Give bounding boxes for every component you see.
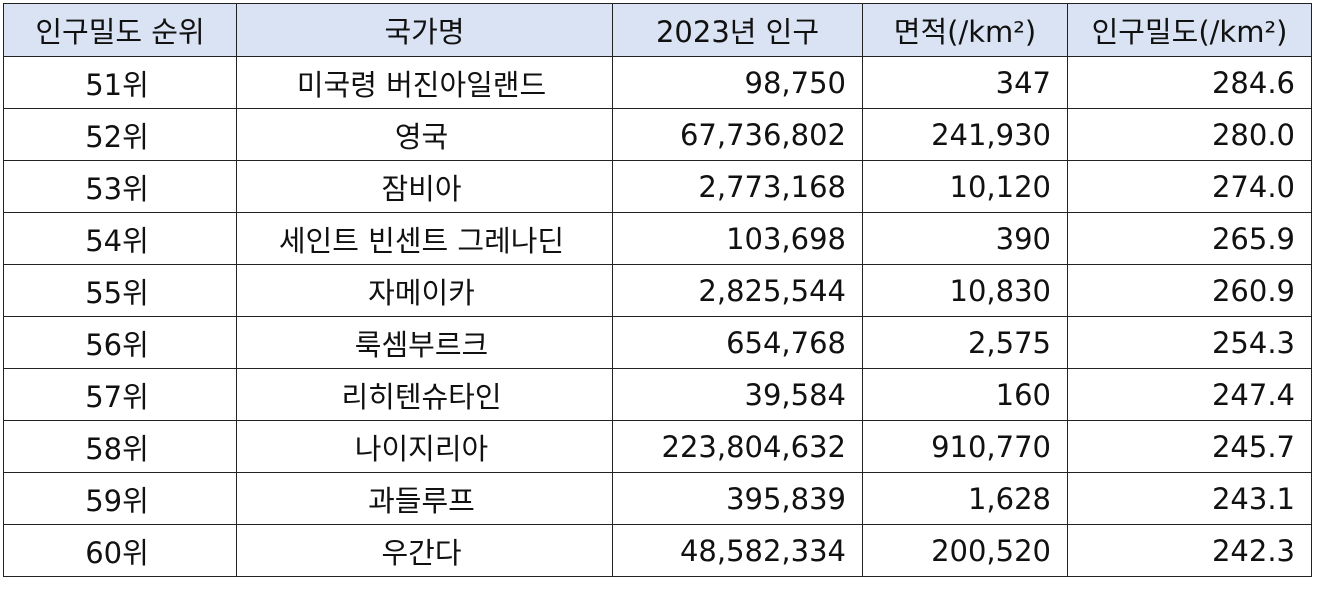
country-cell: 미국령 버진아일랜드 xyxy=(236,56,613,109)
population-cell: 395,839 xyxy=(612,472,863,525)
rank-cell: 57위 xyxy=(3,368,237,421)
density-cell: 274.0 xyxy=(1067,160,1312,213)
area-cell: 241,930 xyxy=(862,108,1068,161)
population-cell: 103,698 xyxy=(612,212,863,265)
header-density: 인구밀도(/km²) xyxy=(1067,3,1312,57)
population-cell: 98,750 xyxy=(612,56,863,109)
table-row: 59위 과들루프 395,839 1,628 243.1 xyxy=(3,472,1312,525)
country-cell: 과들루프 xyxy=(236,472,613,525)
population-cell: 2,825,544 xyxy=(612,264,863,317)
country-cell: 리히텐슈타인 xyxy=(236,368,613,421)
header-area: 면적(/km²) xyxy=(862,3,1068,57)
area-cell: 390 xyxy=(862,212,1068,265)
rank-cell: 52위 xyxy=(3,108,237,161)
density-cell: 280.0 xyxy=(1067,108,1312,161)
rank-cell: 56위 xyxy=(3,316,237,369)
population-density-table: 인구밀도 순위 국가명 2023년 인구 면적(/km²) 인구밀도(/km²)… xyxy=(3,3,1312,577)
country-cell: 자메이카 xyxy=(236,264,613,317)
rank-cell: 55위 xyxy=(3,264,237,317)
country-cell: 우간다 xyxy=(236,524,613,577)
header-rank: 인구밀도 순위 xyxy=(3,3,237,57)
area-cell: 2,575 xyxy=(862,316,1068,369)
area-cell: 160 xyxy=(862,368,1068,421)
area-cell: 200,520 xyxy=(862,524,1068,577)
population-cell: 223,804,632 xyxy=(612,420,863,473)
area-cell: 347 xyxy=(862,56,1068,109)
country-cell: 세인트 빈센트 그레나딘 xyxy=(236,212,613,265)
country-cell: 잠비아 xyxy=(236,160,613,213)
area-cell: 10,120 xyxy=(862,160,1068,213)
table-row: 56위 룩셈부르크 654,768 2,575 254.3 xyxy=(3,316,1312,369)
header-row: 인구밀도 순위 국가명 2023년 인구 면적(/km²) 인구밀도(/km²) xyxy=(3,3,1312,57)
table-row: 58위 나이지리아 223,804,632 910,770 245.7 xyxy=(3,420,1312,473)
density-cell: 284.6 xyxy=(1067,56,1312,109)
population-cell: 39,584 xyxy=(612,368,863,421)
country-cell: 나이지리아 xyxy=(236,420,613,473)
rank-cell: 54위 xyxy=(3,212,237,265)
density-cell: 260.9 xyxy=(1067,264,1312,317)
header-country: 국가명 xyxy=(236,3,613,57)
density-cell: 265.9 xyxy=(1067,212,1312,265)
rank-cell: 51위 xyxy=(3,56,237,109)
table-row: 57위 리히텐슈타인 39,584 160 247.4 xyxy=(3,368,1312,421)
rank-cell: 60위 xyxy=(3,524,237,577)
area-cell: 910,770 xyxy=(862,420,1068,473)
rank-cell: 59위 xyxy=(3,472,237,525)
table-body: 51위 미국령 버진아일랜드 98,750 347 284.6 52위 영국 67,736,8… xyxy=(3,56,1312,577)
density-cell: 243.1 xyxy=(1067,472,1312,525)
country-cell: 영국 xyxy=(236,108,613,161)
density-cell: 245.7 xyxy=(1067,420,1312,473)
density-cell: 242.3 xyxy=(1067,524,1312,577)
population-cell: 2,773,168 xyxy=(612,160,863,213)
table-row: 52위 영국 67,736,802 241,930 280.0 xyxy=(3,108,1312,161)
area-cell: 1,628 xyxy=(862,472,1068,525)
table-row: 54위 세인트 빈센트 그레나딘 103,698 390 265.9 xyxy=(3,212,1312,265)
table-row: 53위 잠비아 2,773,168 10,120 274.0 xyxy=(3,160,1312,213)
population-cell: 48,582,334 xyxy=(612,524,863,577)
table-row: 60위 우간다 48,582,334 200,520 242.3 xyxy=(3,524,1312,577)
area-cell: 10,830 xyxy=(862,264,1068,317)
table-row: 55위 자메이카 2,825,544 10,830 260.9 xyxy=(3,264,1312,317)
density-cell: 254.3 xyxy=(1067,316,1312,369)
rank-cell: 53위 xyxy=(3,160,237,213)
population-cell: 67,736,802 xyxy=(612,108,863,161)
country-cell: 룩셈부르크 xyxy=(236,316,613,369)
density-cell: 247.4 xyxy=(1067,368,1312,421)
table-row: 51위 미국령 버진아일랜드 98,750 347 284.6 xyxy=(3,56,1312,109)
rank-cell: 58위 xyxy=(3,420,237,473)
population-cell: 654,768 xyxy=(612,316,863,369)
header-population: 2023년 인구 xyxy=(612,3,863,57)
